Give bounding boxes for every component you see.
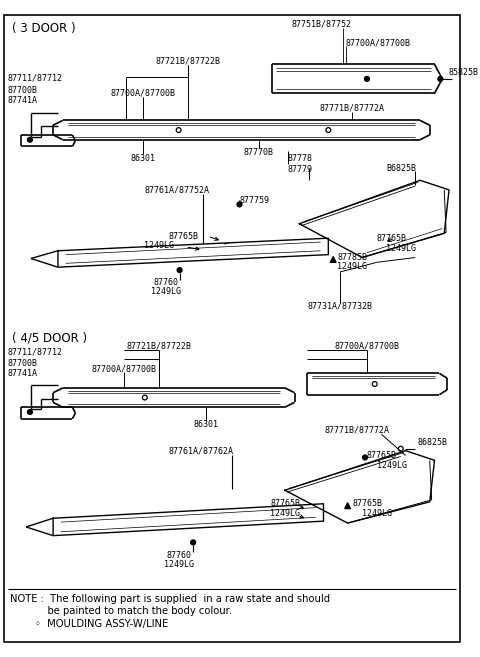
Text: 87721B/87722B: 87721B/87722B — [156, 57, 221, 66]
Text: ←: ← — [224, 238, 229, 248]
Text: 87770B: 87770B — [244, 148, 274, 157]
Text: 877759: 877759 — [240, 196, 269, 205]
Text: 87700B: 87700B — [8, 359, 38, 368]
Text: 87765B: 87765B — [270, 499, 300, 509]
Text: 87700A/87700B: 87700A/87700B — [91, 364, 156, 373]
Text: 1249LG: 1249LG — [270, 509, 300, 518]
Text: B6825B: B6825B — [386, 164, 416, 173]
Text: 87700A/87700B: 87700A/87700B — [335, 342, 399, 351]
Polygon shape — [345, 503, 350, 509]
Text: 1249LG: 1249LG — [144, 241, 174, 250]
Text: 1249LG: 1249LG — [386, 244, 416, 254]
Text: 86825B: 86825B — [417, 438, 447, 447]
Polygon shape — [53, 504, 324, 535]
Circle shape — [362, 455, 367, 460]
Circle shape — [27, 409, 32, 415]
Text: 1249LG: 1249LG — [151, 287, 181, 296]
Text: 87760: 87760 — [154, 278, 179, 287]
Text: 87785B: 87785B — [337, 253, 367, 262]
Text: 87711/87712: 87711/87712 — [8, 348, 63, 357]
Text: 1249LG: 1249LG — [164, 560, 193, 569]
Polygon shape — [330, 256, 336, 262]
Text: 87771B/87772A: 87771B/87772A — [320, 103, 385, 112]
Text: ( 3 DOOR ): ( 3 DOOR ) — [12, 22, 75, 35]
Text: 85825B: 85825B — [448, 68, 478, 77]
Text: 87721B/87722B: 87721B/87722B — [127, 342, 192, 351]
Text: 1249LG: 1249LG — [337, 261, 367, 271]
Text: 87779: 87779 — [288, 165, 313, 174]
Text: ◦  MOULDING ASSY-W/LINE: ◦ MOULDING ASSY-W/LINE — [10, 618, 168, 629]
Text: 87761A/87752A: 87761A/87752A — [144, 185, 209, 194]
Circle shape — [438, 76, 443, 81]
Text: 87761A/87762A: 87761A/87762A — [168, 446, 233, 455]
Text: 87711/87712: 87711/87712 — [8, 74, 63, 82]
Circle shape — [364, 76, 370, 81]
Text: 1249LG: 1249LG — [377, 461, 407, 470]
Text: 87778: 87778 — [288, 154, 313, 162]
Text: 86301: 86301 — [193, 420, 218, 429]
Text: 87760: 87760 — [166, 551, 191, 560]
Text: 87765B: 87765B — [367, 451, 397, 460]
Text: 87765B: 87765B — [377, 234, 407, 242]
Circle shape — [177, 267, 182, 273]
Text: ( 4/5 DOOR ): ( 4/5 DOOR ) — [12, 331, 87, 344]
Circle shape — [27, 137, 32, 142]
Text: 87700B: 87700B — [8, 86, 38, 95]
Text: 87741A: 87741A — [8, 369, 38, 378]
Text: 87731A/87732B: 87731A/87732B — [307, 302, 372, 310]
Text: 1249LG: 1249LG — [362, 509, 392, 518]
Polygon shape — [300, 180, 449, 258]
Polygon shape — [58, 238, 328, 267]
Text: 87700A/87700B: 87700A/87700B — [110, 89, 175, 98]
Text: be painted to match the body colour.: be painted to match the body colour. — [10, 606, 232, 616]
Polygon shape — [285, 451, 434, 523]
Text: 87765B: 87765B — [168, 232, 198, 240]
Text: 86301: 86301 — [131, 154, 156, 162]
Circle shape — [237, 202, 242, 207]
Text: 87771B/87772A: 87771B/87772A — [325, 426, 390, 435]
Text: 87751B/87752: 87751B/87752 — [291, 19, 351, 28]
Text: 87765B: 87765B — [352, 499, 383, 509]
Text: NOTE :  The following part is supplied  in a raw state and should: NOTE : The following part is supplied in… — [10, 595, 330, 604]
Circle shape — [191, 540, 195, 545]
Text: 87700A/87700B: 87700A/87700B — [346, 39, 411, 48]
Text: 87741A: 87741A — [8, 96, 38, 104]
